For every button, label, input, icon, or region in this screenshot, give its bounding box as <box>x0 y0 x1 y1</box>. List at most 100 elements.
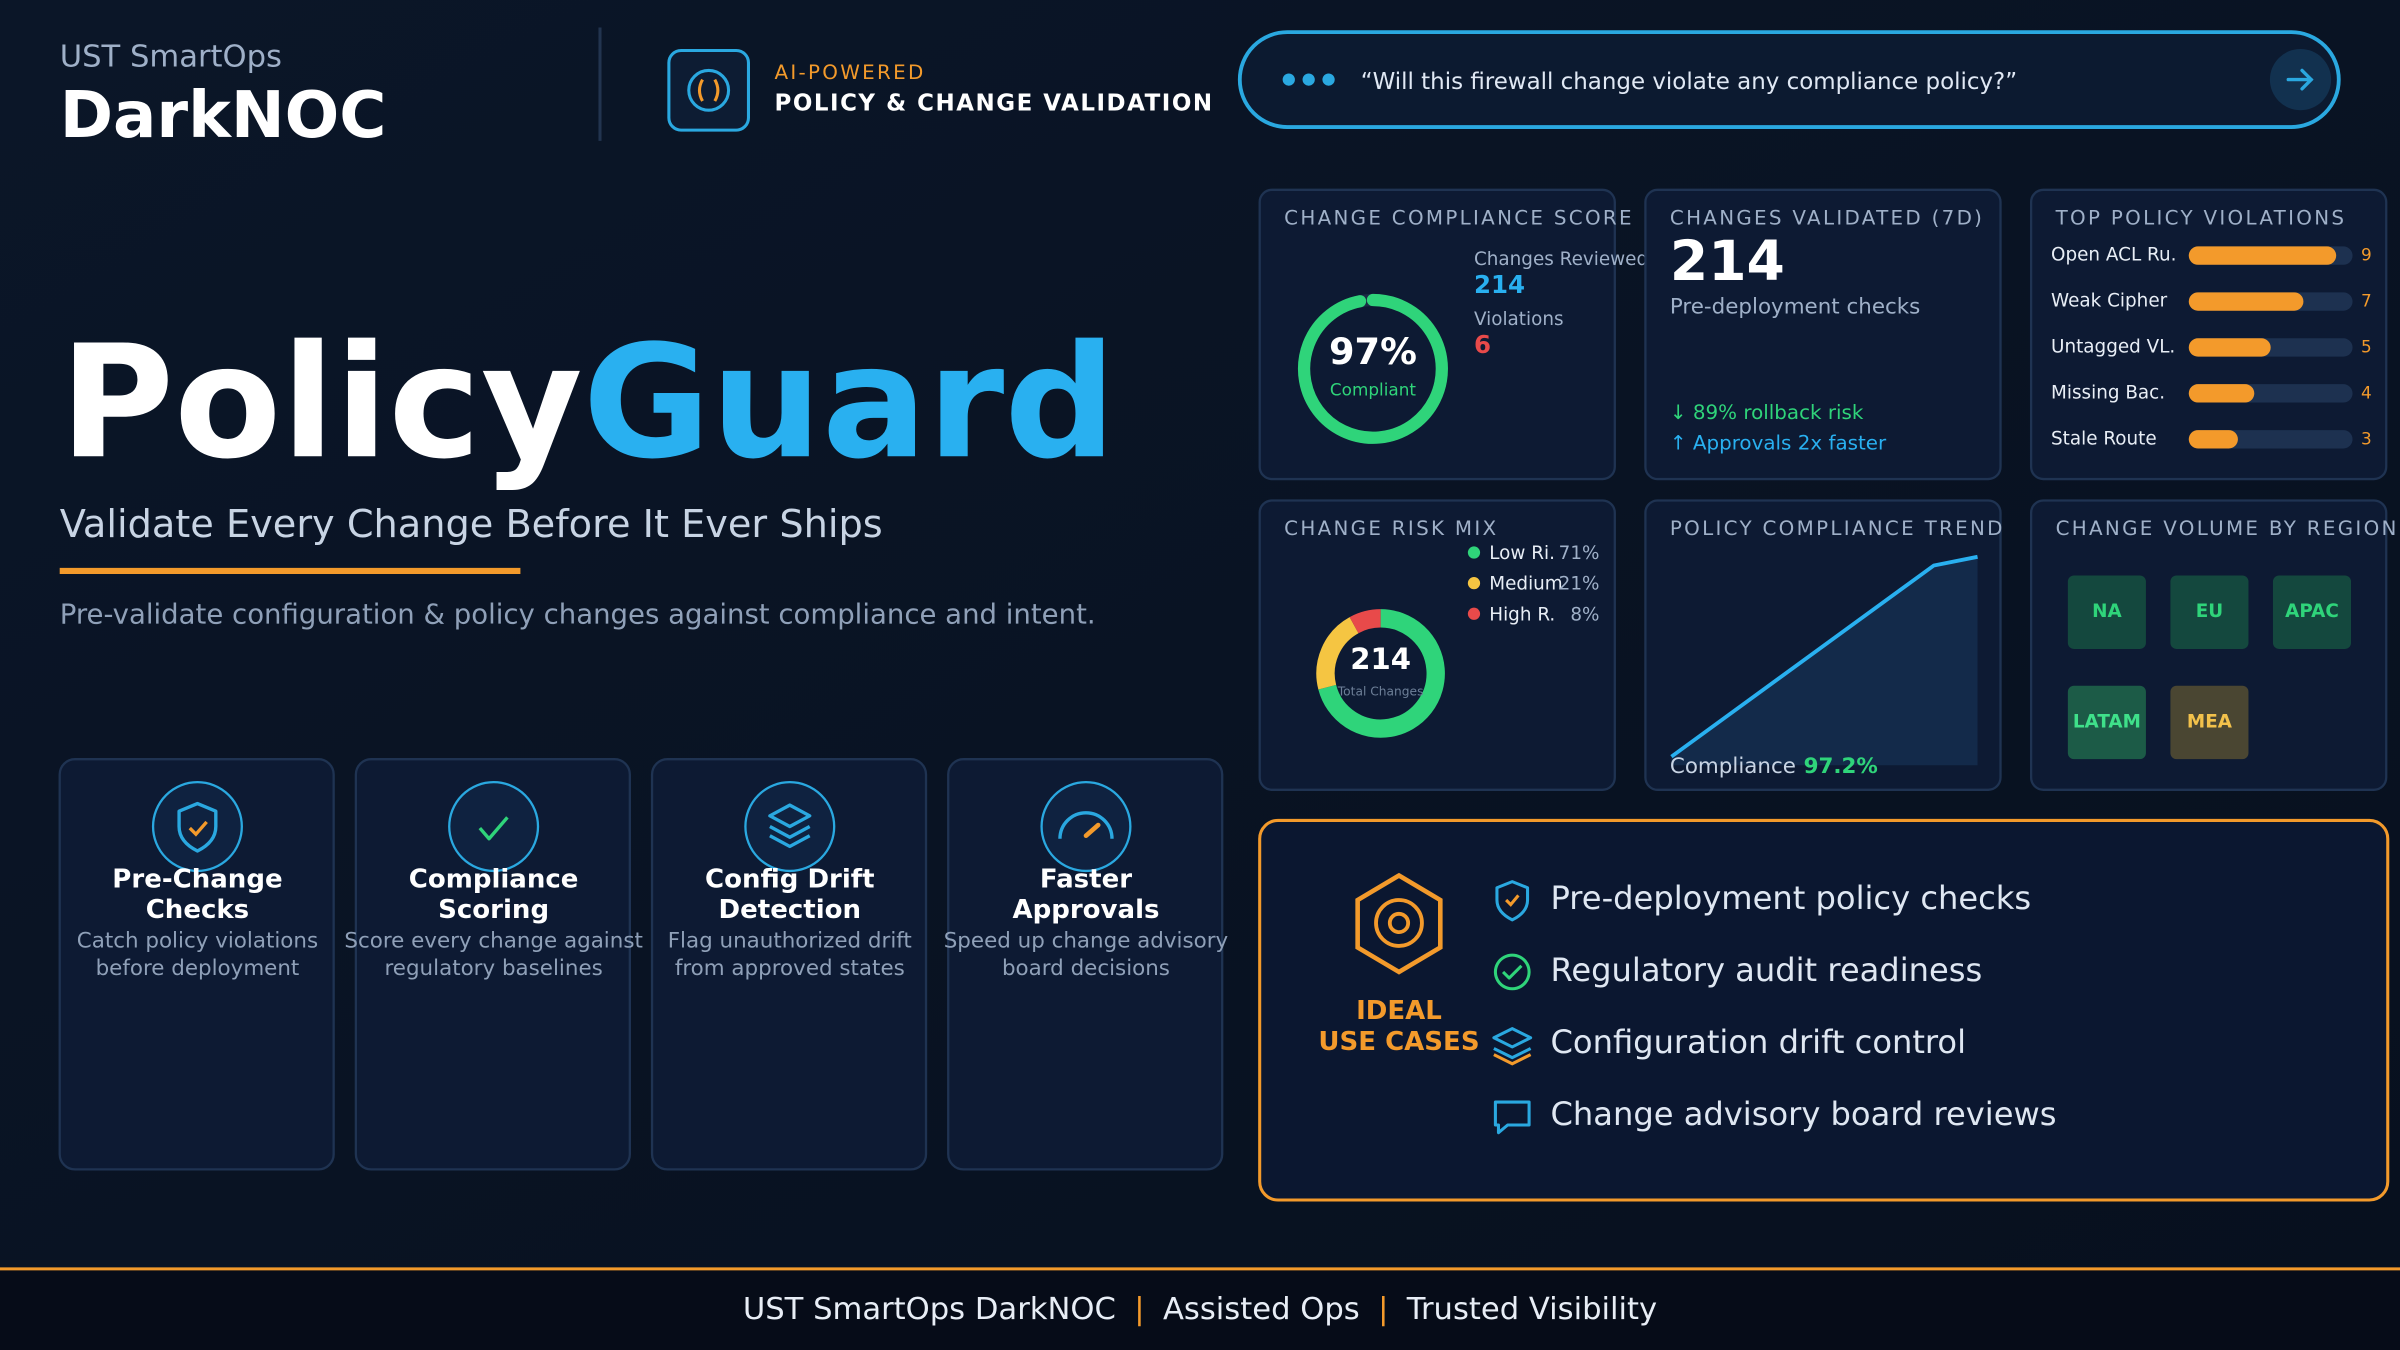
feature-icon <box>1058 811 1114 839</box>
violation-bar <box>2188 246 2337 265</box>
feature-icon <box>768 803 812 849</box>
query-box[interactable] <box>1237 30 2341 129</box>
panel-title: POLICY COMPLIANCE TREND <box>1670 517 2005 540</box>
region-name: LATAM <box>2073 711 2141 732</box>
footer-item: UST SmartOps DarkNOC <box>743 1292 1116 1327</box>
violation-bar <box>2188 384 2255 403</box>
use-case-icon <box>1495 880 1530 922</box>
region-name: NA <box>2092 601 2122 622</box>
legend-name: Low Ri. <box>1489 543 1555 564</box>
violation-count: 7 <box>2361 291 2372 311</box>
use-case: Pre-deployment policy checks <box>1551 879 2032 917</box>
region-tile[interactable] <box>2170 685 2249 760</box>
feature-icon-ring <box>448 780 540 873</box>
feature-card <box>947 758 1224 1171</box>
feature-card <box>650 758 928 1171</box>
legend-value: 21% <box>1559 574 1600 595</box>
feature-title: Scoring <box>438 895 549 925</box>
validated-note: ↑ Approvals 2x faster <box>1670 431 1887 454</box>
feature-description: from approved states <box>675 956 905 981</box>
legend-dot <box>1467 546 1481 559</box>
trend-line <box>1670 554 1978 759</box>
footer-item: Trusted Visibility <box>1406 1292 1657 1327</box>
panel-title: TOP POLICY VIOLATIONS <box>2055 206 2347 229</box>
feature-title: Detection <box>719 895 862 925</box>
hero-title-a: Policy <box>60 311 583 493</box>
use-cases-heading: USE CASES <box>1318 1027 1479 1057</box>
use-case: Regulatory audit readiness <box>1551 951 1983 989</box>
score-caption: Compliant <box>1330 379 1416 399</box>
badge-icon-glyph <box>697 78 720 102</box>
use-case-icon <box>1492 1027 1533 1060</box>
use-cases-icon-core <box>1387 911 1411 935</box>
panels: CHANGE COMPLIANCE SCORE 97% Compliant Chang… <box>1258 188 2399 791</box>
violation-count: 4 <box>2361 382 2372 402</box>
violation-count: 9 <box>2361 245 2372 265</box>
region-name: MEA <box>2187 711 2233 732</box>
feature-icon <box>177 801 218 853</box>
feature-description: Flag unauthorized drift <box>668 928 912 953</box>
footer-separator: | <box>1134 1292 1144 1327</box>
badge-kicker: AI-POWERED <box>774 61 925 84</box>
badge-icon-ring <box>687 68 731 112</box>
tagline: Validate Every Change Before It Ever Shi… <box>60 502 883 547</box>
violation-bar <box>2188 338 2271 357</box>
trend-area <box>1671 556 1978 766</box>
feature-icon-ring <box>1040 780 1132 873</box>
hero-title-b: Guard <box>583 311 1116 493</box>
region-tile[interactable] <box>2067 685 2146 760</box>
panel-title: CHANGE VOLUME BY REGION <box>2056 517 2399 540</box>
violation-name: Stale Route <box>2051 428 2157 449</box>
legend-dot <box>1467 577 1481 590</box>
panel-title: CHANGE COMPLIANCE SCORE <box>1284 206 1634 229</box>
validated-caption: Pre-deployment checks <box>1670 295 1920 320</box>
footer-item: Assisted Ops <box>1163 1292 1360 1327</box>
hero-description: Pre-validate configuration & policy chan… <box>60 598 1096 630</box>
panel-title: CHANGE RISK MIX <box>1284 517 1498 540</box>
feature-title: Approvals <box>1012 895 1159 925</box>
feature-description: Catch policy violations <box>77 928 318 953</box>
feature-description: regulatory baselines <box>384 956 602 981</box>
use-cases-icon <box>1355 872 1443 975</box>
feature-card <box>354 758 631 1171</box>
feature-description: board decisions <box>1002 956 1170 981</box>
use-case-icon-layer <box>1493 1053 1532 1066</box>
violation-name: Untagged VL. <box>2051 336 2175 357</box>
risk-total: 214 <box>1350 642 1411 676</box>
stat-label: Violations <box>1474 309 1564 330</box>
use-cases-icon-ring <box>1374 898 1424 948</box>
risk-segment <box>1349 609 1382 634</box>
brand: UST SmartOps <box>60 40 282 75</box>
violation-name: Open ACL Ru. <box>2051 245 2176 266</box>
legend-name: High R. <box>1489 604 1555 625</box>
violation-bar <box>2188 430 2238 449</box>
use-case: Change advisory board reviews <box>1551 1095 2057 1133</box>
feature-title: Faster <box>1040 865 1132 895</box>
trend-caption-value: 97.2% <box>1804 754 1878 779</box>
query-submit-arrow <box>2286 68 2314 91</box>
region-name: APAC <box>2285 601 2339 622</box>
violation-name: Weak Cipher <box>2051 291 2168 312</box>
region-tile[interactable] <box>2067 575 2146 649</box>
feature-title: Checks <box>146 895 249 925</box>
validated-note: ↓ 89% rollback risk <box>1670 401 1864 424</box>
feature-description: Speed up change advisory <box>944 928 1229 953</box>
violation-count: 5 <box>2361 336 2372 356</box>
violation-name: Missing Bac. <box>2051 382 2165 403</box>
panel <box>1644 188 2002 481</box>
feature-icon-check <box>188 820 208 837</box>
hero-title: PolicyGuard <box>60 311 1116 493</box>
score-ring <box>1297 293 1448 444</box>
validated-count: 214 <box>1670 229 1785 293</box>
region-tile[interactable] <box>2272 575 2352 649</box>
query-text: “Will this firewall change violate any c… <box>1361 69 2017 95</box>
violation-count: 3 <box>2361 428 2372 448</box>
score-value: 97% <box>1329 330 1417 373</box>
legend-dot <box>1467 607 1481 620</box>
region-tile[interactable] <box>2170 575 2249 649</box>
legend-value: 71% <box>1559 543 1600 564</box>
panel-title: CHANGES VALIDATED (7D) <box>1670 206 1984 229</box>
